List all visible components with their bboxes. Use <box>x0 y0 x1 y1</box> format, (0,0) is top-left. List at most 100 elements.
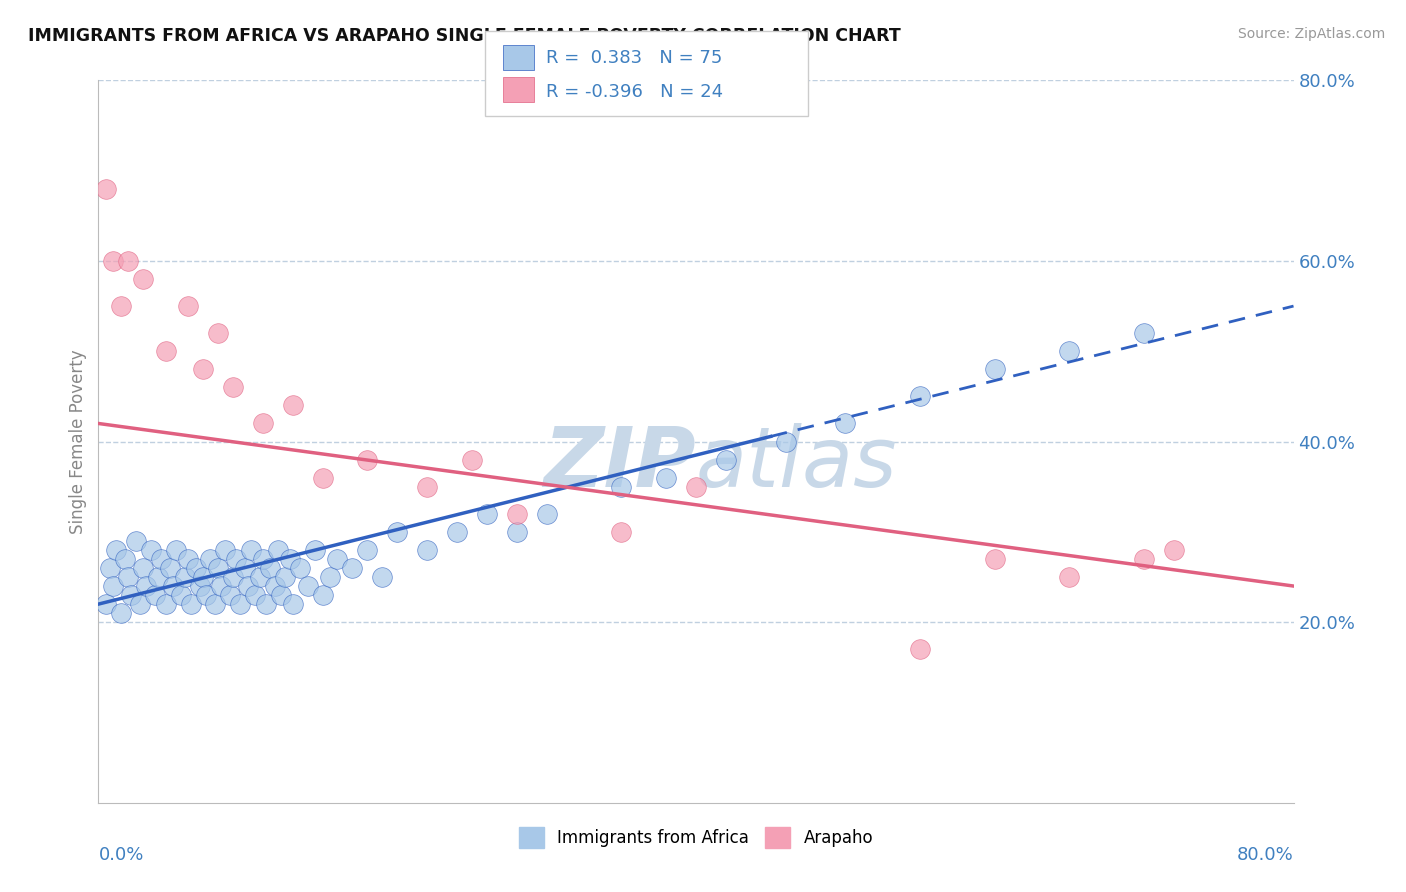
Point <box>908 389 931 403</box>
Text: IMMIGRANTS FROM AFRICA VS ARAPAHO SINGLE FEMALE POVERTY CORRELATION CHART: IMMIGRANTS FROM AFRICA VS ARAPAHO SINGLE… <box>28 27 901 45</box>
Point <box>139 542 162 557</box>
Point <box>233 561 256 575</box>
Point <box>356 542 378 557</box>
Point <box>191 362 214 376</box>
Point <box>188 579 211 593</box>
Point <box>655 471 678 485</box>
Point <box>1059 570 1081 584</box>
Point <box>114 552 136 566</box>
Point <box>117 253 139 268</box>
Point <box>446 524 468 539</box>
Point <box>311 588 333 602</box>
Point <box>506 507 529 521</box>
Point <box>105 542 128 557</box>
Point <box>219 588 242 602</box>
Point <box>94 182 117 196</box>
Text: R =  0.383   N = 75: R = 0.383 N = 75 <box>546 49 721 68</box>
Point <box>117 570 139 584</box>
Point <box>207 561 229 575</box>
Point <box>263 579 285 593</box>
Point <box>252 552 274 566</box>
Text: 80.0%: 80.0% <box>1237 847 1294 864</box>
Text: ZIP: ZIP <box>543 423 696 504</box>
Point <box>270 588 292 602</box>
Point <box>1163 542 1185 557</box>
Point <box>135 579 157 593</box>
Point <box>297 579 319 593</box>
Point <box>169 588 191 602</box>
Y-axis label: Single Female Poverty: Single Female Poverty <box>69 350 87 533</box>
Point <box>775 434 797 449</box>
Point <box>195 588 218 602</box>
Point <box>281 398 304 412</box>
Point <box>236 579 259 593</box>
Point <box>209 579 232 593</box>
Point <box>132 561 155 575</box>
Point <box>120 588 142 602</box>
Point <box>834 417 856 431</box>
Point <box>288 561 311 575</box>
Point <box>162 579 184 593</box>
Point <box>371 570 394 584</box>
Point <box>416 480 439 494</box>
Text: Source: ZipAtlas.com: Source: ZipAtlas.com <box>1237 27 1385 41</box>
Text: atlas: atlas <box>696 423 897 504</box>
Point <box>132 272 155 286</box>
Point <box>385 524 409 539</box>
Point <box>610 480 633 494</box>
Point <box>148 570 170 584</box>
Point <box>304 542 326 557</box>
Point <box>125 533 148 548</box>
Point <box>506 524 529 539</box>
Point <box>319 570 342 584</box>
Text: R = -0.396   N = 24: R = -0.396 N = 24 <box>546 83 723 101</box>
Point <box>281 597 304 611</box>
Point <box>416 542 439 557</box>
Point <box>254 597 277 611</box>
Point <box>475 507 498 521</box>
Point <box>150 552 173 566</box>
Point <box>278 552 301 566</box>
Point <box>214 542 236 557</box>
Point <box>245 588 267 602</box>
Text: 0.0%: 0.0% <box>98 847 143 864</box>
Point <box>110 606 132 620</box>
Point <box>222 570 245 584</box>
Point <box>103 253 125 268</box>
Point <box>274 570 297 584</box>
Point <box>143 588 166 602</box>
Point <box>356 452 378 467</box>
Point <box>103 579 125 593</box>
Point <box>610 524 633 539</box>
Point <box>98 561 122 575</box>
Point <box>1059 344 1081 359</box>
Point <box>222 380 245 394</box>
Point <box>239 542 262 557</box>
Point <box>461 452 484 467</box>
Point <box>207 326 229 341</box>
Point <box>177 299 200 313</box>
Point <box>225 552 247 566</box>
Point <box>252 417 274 431</box>
Point <box>129 597 152 611</box>
Point <box>1133 552 1156 566</box>
Point <box>184 561 207 575</box>
Point <box>685 480 707 494</box>
Point <box>267 542 290 557</box>
Point <box>200 552 222 566</box>
Point <box>180 597 202 611</box>
Point <box>249 570 271 584</box>
Point <box>204 597 226 611</box>
Point <box>174 570 197 584</box>
Legend: Immigrants from Africa, Arapaho: Immigrants from Africa, Arapaho <box>510 819 882 856</box>
Point <box>1133 326 1156 341</box>
Point <box>984 552 1007 566</box>
Point <box>165 542 187 557</box>
Point <box>229 597 252 611</box>
Point <box>908 642 931 657</box>
Point <box>155 597 177 611</box>
Point <box>714 452 737 467</box>
Point <box>110 299 132 313</box>
Point <box>536 507 558 521</box>
Point <box>155 344 177 359</box>
